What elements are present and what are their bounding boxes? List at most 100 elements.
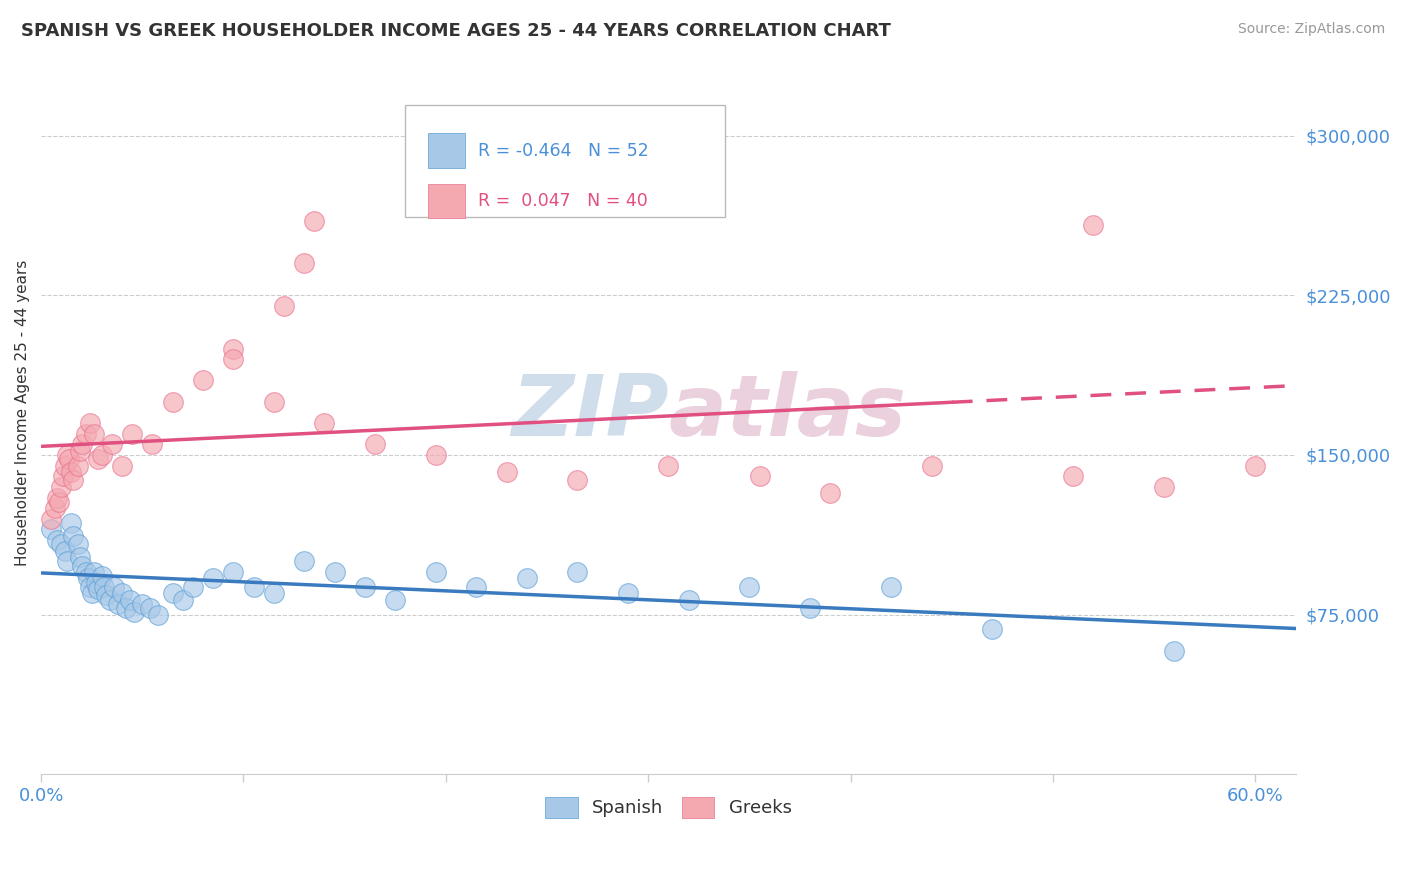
Point [1062,469,1084,483]
Point [820,486,842,500]
Text: R =  0.047   N = 40: R = 0.047 N = 40 [478,192,648,210]
Point [263,586,285,600]
Point [101,437,124,451]
Point [103,580,125,594]
Point [56,554,79,568]
Text: atlas: atlas [668,371,907,454]
Point [1083,218,1105,232]
Point [90,448,112,462]
Point [617,586,640,600]
Point [94,588,117,602]
Bar [427,133,465,168]
Point [83,565,105,579]
Point [46,533,69,547]
Point [981,623,1004,637]
Point [120,592,142,607]
Point [75,565,97,579]
Point [70,558,93,573]
Point [657,458,679,473]
Point [738,580,761,594]
Point [80,586,103,600]
Point [425,448,447,462]
Point [748,469,770,483]
Point [495,465,517,479]
Point [1153,480,1175,494]
Legend: Spanish, Greeks: Spanish, Greeks [536,788,800,827]
Point [323,565,346,579]
Point [98,592,121,607]
Point [62,529,84,543]
Point [79,580,101,594]
Point [292,554,315,568]
Point [111,458,134,473]
Point [58,452,80,467]
Point [60,465,83,479]
Point [121,426,143,441]
Point [51,537,73,551]
Point [181,580,204,594]
Point [107,597,129,611]
Point [84,575,107,590]
Point [83,426,105,441]
Point [314,416,336,430]
Point [222,565,245,579]
Point [139,601,162,615]
Bar [427,184,465,219]
Point [354,580,377,594]
Point [87,582,110,596]
Text: SPANISH VS GREEK HOUSEHOLDER INCOME AGES 25 - 44 YEARS CORRELATION CHART: SPANISH VS GREEK HOUSEHOLDER INCOME AGES… [21,22,891,40]
Y-axis label: Householder Income Ages 25 - 44 years: Householder Income Ages 25 - 44 years [15,260,30,566]
Point [111,586,134,600]
Point [122,606,145,620]
Point [921,458,943,473]
Point [76,571,98,585]
Point [51,480,73,494]
Point [222,352,245,367]
Point [222,342,245,356]
Point [55,543,77,558]
Point [242,580,264,594]
Point [172,592,194,607]
Point [39,523,62,537]
Point [799,601,821,615]
Point [48,495,70,509]
Point [202,571,225,585]
Point [56,448,79,462]
Point [79,416,101,430]
Point [70,437,93,451]
Point [191,374,214,388]
Point [678,592,700,607]
Point [62,474,84,488]
Point [87,452,110,467]
Point [273,299,295,313]
Point [131,597,153,611]
Point [1244,458,1267,473]
Point [880,580,903,594]
Point [141,437,163,451]
Point [364,437,387,451]
Point [292,256,315,270]
Point [60,516,83,530]
Point [69,550,91,565]
Point [567,474,589,488]
Point [1163,644,1185,658]
Point [567,565,589,579]
Point [162,586,184,600]
Point [69,443,91,458]
Point [465,580,488,594]
Point [52,469,75,483]
FancyBboxPatch shape [405,105,725,217]
Text: Source: ZipAtlas.com: Source: ZipAtlas.com [1237,22,1385,37]
Point [66,537,89,551]
Point [516,571,538,585]
Point [66,458,89,473]
Point [263,394,285,409]
Point [93,580,115,594]
Text: ZIP: ZIP [510,371,668,454]
Point [46,491,69,505]
Point [39,512,62,526]
Point [384,592,406,607]
Point [425,565,447,579]
Point [55,458,77,473]
Point [44,501,66,516]
